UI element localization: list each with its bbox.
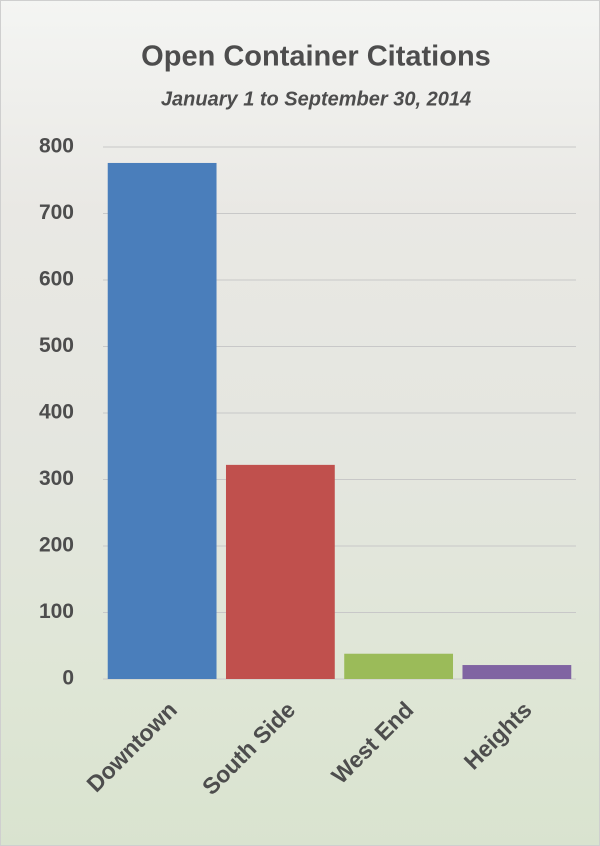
y-tick-label: 500 [39,334,74,357]
y-tick-label: 100 [39,600,74,623]
chart-subtitle: January 1 to September 30, 2014 [161,88,471,110]
y-tick-label: 800 [39,135,74,158]
bar [344,653,454,679]
bar [462,665,572,679]
chart-title: Open Container Citations [141,41,491,73]
y-tick-label: 700 [39,201,74,224]
bar [107,162,217,679]
y-tick-label: 400 [39,401,74,424]
y-tick-label: 600 [39,268,74,291]
y-tick-label: 200 [39,534,74,557]
bar [225,464,335,679]
y-tick-label: 300 [39,467,74,490]
y-tick-label: 0 [62,667,74,690]
